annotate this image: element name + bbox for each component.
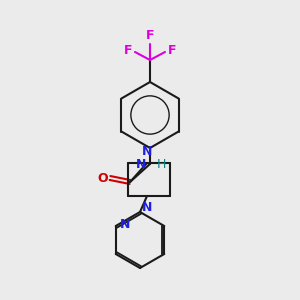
Text: H: H bbox=[157, 158, 166, 172]
Text: O: O bbox=[98, 172, 108, 184]
Text: F: F bbox=[146, 29, 154, 42]
Text: N: N bbox=[142, 201, 152, 214]
Text: N: N bbox=[136, 158, 146, 172]
Text: N: N bbox=[142, 145, 152, 158]
Text: F: F bbox=[168, 44, 176, 58]
Text: F: F bbox=[124, 44, 132, 58]
Text: N: N bbox=[120, 218, 130, 232]
